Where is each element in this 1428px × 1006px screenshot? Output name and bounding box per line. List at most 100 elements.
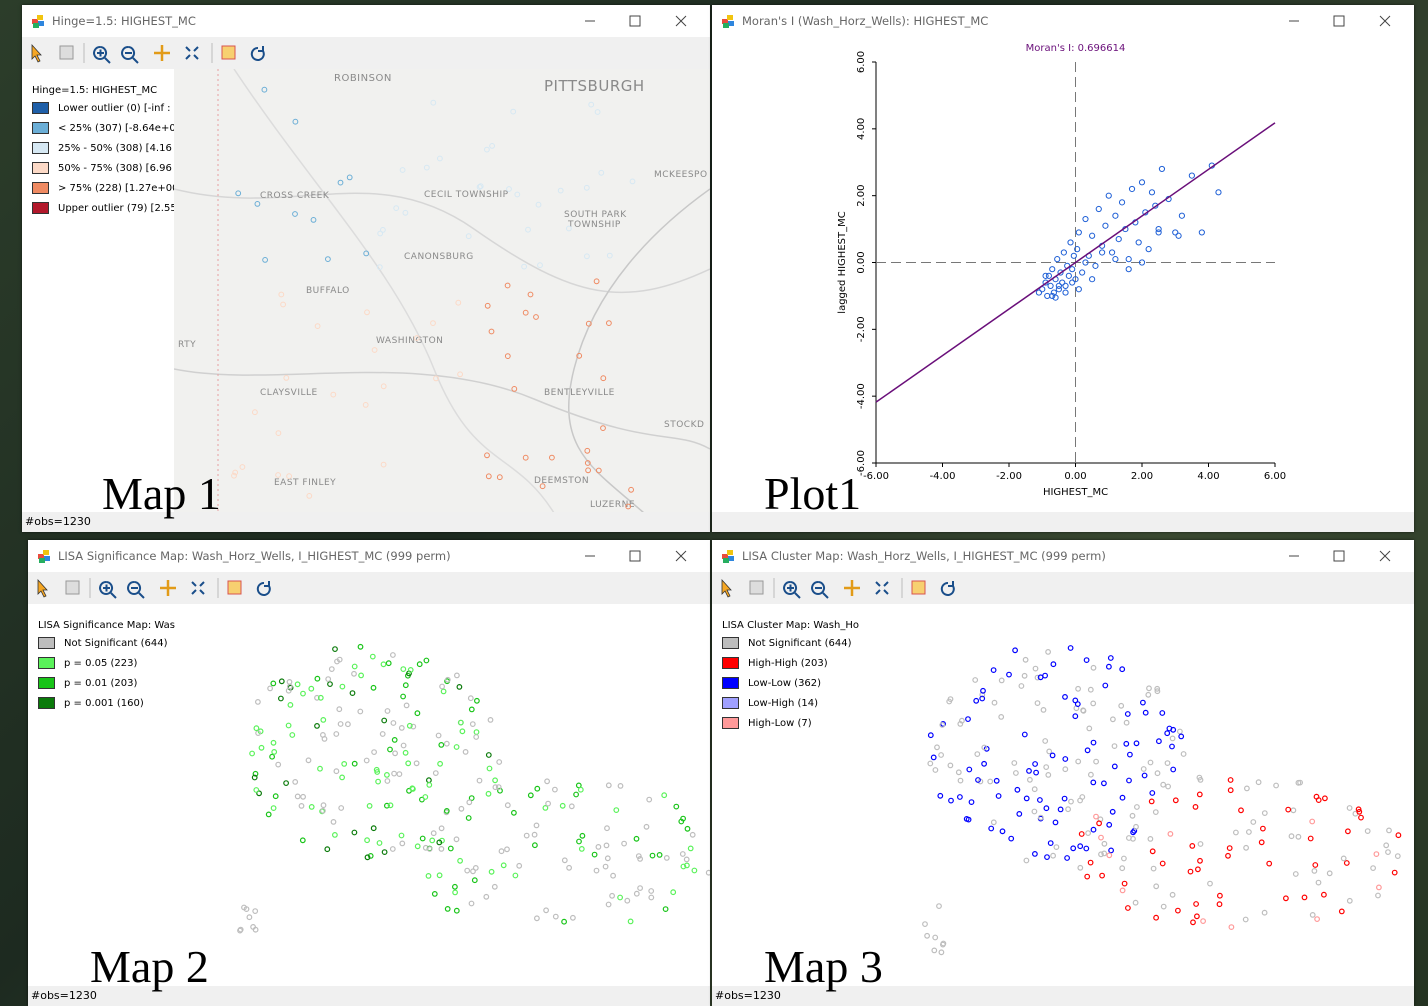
- map-point: [545, 800, 552, 807]
- map-point: [272, 793, 279, 800]
- legend-item[interactable]: Low-High (14): [722, 697, 818, 711]
- map-point: [320, 802, 327, 809]
- refresh-tool[interactable]: [250, 46, 265, 61]
- map-point: [1031, 808, 1038, 815]
- close-button[interactable]: [1379, 550, 1391, 562]
- icon-part: [727, 550, 733, 555]
- legend-item[interactable]: < 25% (307) [-8.64e+0: [32, 122, 174, 136]
- legend-item[interactable]: p = 0.001 (160): [38, 697, 144, 711]
- map-point: [414, 710, 421, 717]
- map-point: [385, 660, 392, 667]
- select-tool[interactable]: [721, 578, 732, 598]
- select-tool[interactable]: [37, 578, 48, 598]
- map-point: [621, 840, 628, 847]
- close-button[interactable]: [1379, 15, 1391, 27]
- legend-item[interactable]: 25% - 50% (308) [4.16: [32, 142, 172, 156]
- pan-tool[interactable]: [160, 580, 176, 596]
- map-point: [585, 320, 592, 327]
- maximize-button[interactable]: [1333, 15, 1345, 27]
- place-label: LUZERNE: [590, 500, 635, 510]
- icon-part: [38, 554, 44, 559]
- maximize-button[interactable]: [629, 15, 641, 27]
- scatter-point: [1044, 292, 1051, 300]
- close-button[interactable]: [675, 550, 687, 562]
- map-point: [1034, 674, 1041, 681]
- scatter-point: [1128, 185, 1136, 193]
- map-point: [457, 371, 464, 378]
- legend-item[interactable]: Lower outlier (0) [-inf :: [32, 102, 171, 116]
- map-point: [1064, 855, 1071, 861]
- fit-tool[interactable]: [875, 581, 889, 595]
- maximize-button[interactable]: [1333, 550, 1345, 562]
- map-point: [646, 796, 653, 803]
- legend-item[interactable]: Not Significant (644): [722, 637, 852, 651]
- close-button[interactable]: [675, 15, 687, 27]
- map-point: [495, 784, 502, 791]
- map-point: [298, 802, 305, 809]
- map-point: [625, 503, 632, 510]
- map-point: [407, 667, 414, 673]
- zoom-out-tool[interactable]: [811, 581, 829, 599]
- map-point: [561, 918, 568, 925]
- map-point: [979, 695, 986, 702]
- zoom-in-tool[interactable]: [99, 581, 117, 599]
- map-point: [391, 736, 398, 743]
- map-point: [1292, 871, 1299, 877]
- basemap-tool[interactable]: [227, 580, 242, 595]
- zoom-in-tool[interactable]: [93, 46, 111, 64]
- legend-item[interactable]: > 75% (228) [1.27e+00: [32, 182, 174, 196]
- map-point: [364, 309, 370, 316]
- legend-item[interactable]: High-Low (7): [722, 717, 812, 731]
- map-point: [1154, 770, 1161, 777]
- basemap-tool[interactable]: [911, 580, 926, 595]
- refresh-tool[interactable]: [256, 581, 271, 596]
- map-point: [487, 716, 494, 723]
- select-tool[interactable]: [31, 43, 42, 63]
- map-point: [500, 862, 507, 869]
- legend-item[interactable]: Upper outlier (79) [2.55: [32, 202, 174, 216]
- map-point: [974, 751, 981, 758]
- legend-item[interactable]: Low-Low (362): [722, 677, 821, 691]
- map-point: [633, 890, 640, 897]
- map-point: [488, 868, 495, 875]
- map-point: [1146, 685, 1152, 692]
- select-box-tool[interactable]: [59, 45, 74, 60]
- map-point: [452, 889, 459, 896]
- map-point: [1031, 850, 1038, 857]
- fit-tool[interactable]: [191, 581, 205, 595]
- legend-swatch: [38, 637, 55, 649]
- map-point: [609, 892, 616, 899]
- select-box-tool[interactable]: [749, 580, 764, 595]
- icon-part: [723, 558, 729, 563]
- road: [233, 68, 555, 514]
- map-point: [1192, 803, 1199, 810]
- legend-item[interactable]: Not Significant (644): [38, 637, 168, 651]
- map-point: [1196, 791, 1203, 798]
- map-point: [1167, 830, 1174, 837]
- pan-tool[interactable]: [154, 45, 170, 61]
- select-box-tool[interactable]: [65, 580, 80, 595]
- map-point: [1169, 743, 1175, 750]
- zoom-in-tool[interactable]: [783, 581, 801, 599]
- map-point: [405, 760, 412, 767]
- zoom-out-tool[interactable]: [121, 46, 139, 64]
- map-point: [496, 474, 503, 481]
- basemap-tool[interactable]: [221, 45, 236, 60]
- refresh-tool[interactable]: [940, 581, 955, 596]
- y-tick-label: 0.00: [856, 251, 867, 273]
- fit-tool[interactable]: [185, 46, 199, 60]
- map-point: [1322, 795, 1328, 802]
- map-point: [310, 217, 317, 223]
- map-point: [351, 829, 358, 836]
- pan-tool[interactable]: [844, 580, 860, 596]
- zoom-out-tool[interactable]: [127, 581, 145, 599]
- map-point: [1125, 905, 1131, 911]
- legend-item[interactable]: p = 0.05 (223): [38, 657, 137, 671]
- map-point: [399, 167, 406, 173]
- legend-item[interactable]: 50% - 75% (308) [6.96: [32, 162, 172, 176]
- legend-item[interactable]: p = 0.01 (203): [38, 677, 137, 691]
- legend-item[interactable]: High-High (203): [722, 657, 828, 671]
- map-point: [1077, 843, 1084, 850]
- maximize-button[interactable]: [629, 550, 641, 562]
- map-point: [1111, 763, 1118, 770]
